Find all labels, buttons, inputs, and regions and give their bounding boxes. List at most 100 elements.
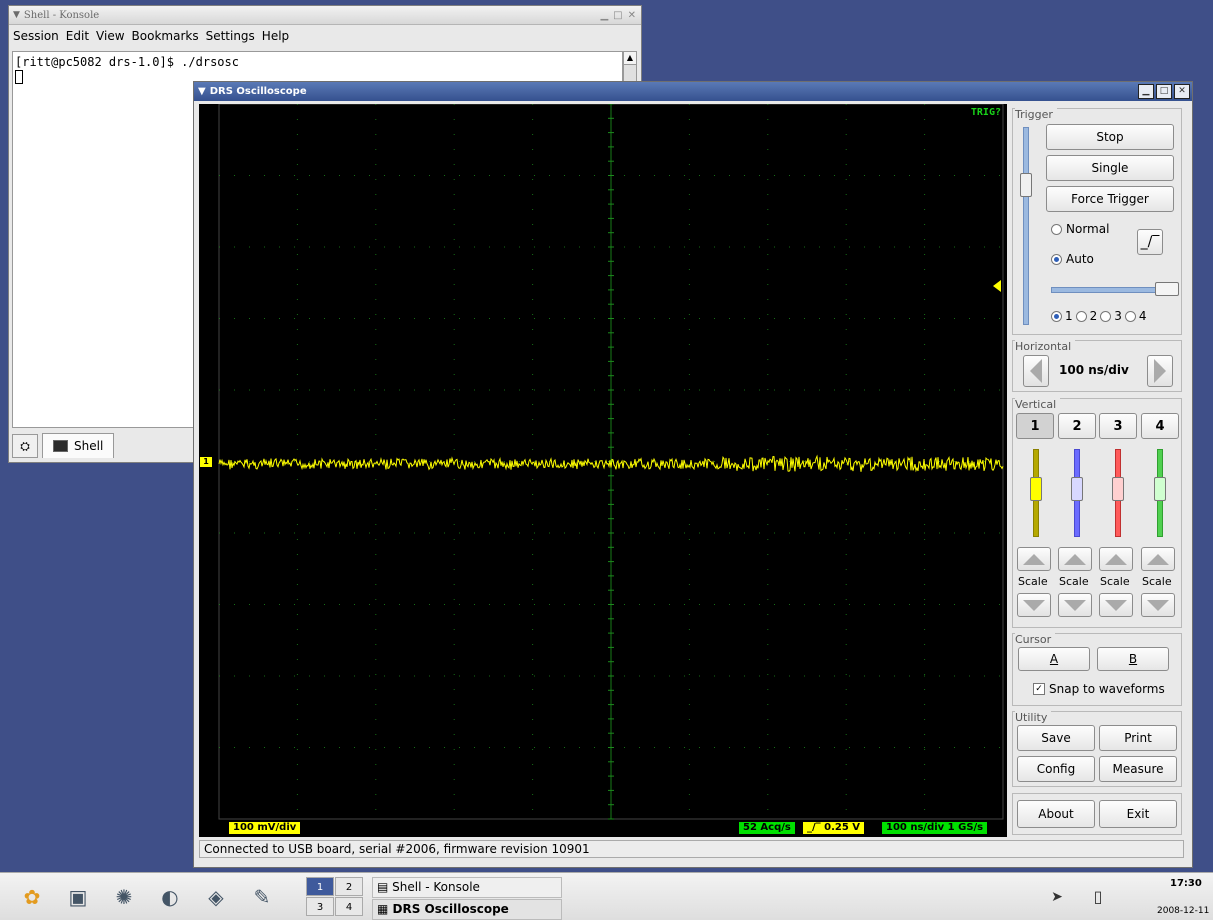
channel-1-offset-thumb[interactable] <box>1030 477 1042 501</box>
konsole-titlebar[interactable]: ▼ Shell - Konsole ▁ □ ✕ <box>9 6 641 25</box>
force-trigger-button[interactable]: Force Trigger <box>1046 186 1174 212</box>
ch2-scale-up-button[interactable] <box>1058 547 1092 571</box>
window-title: Shell - Konsole <box>23 9 100 21</box>
source-radio-3[interactable] <box>1100 310 1112 322</box>
menu-settings[interactable]: Settings <box>205 29 255 43</box>
snap-to-waveforms[interactable]: ✓ Snap to waveforms <box>1033 682 1165 696</box>
single-button[interactable]: Single <box>1046 155 1174 181</box>
exit-button[interactable]: Exit <box>1099 800 1177 828</box>
source-label-2: 2 <box>1089 309 1098 323</box>
scroll-up-icon[interactable]: ▲ <box>624 52 636 65</box>
trigger-slope-button[interactable]: _/‾ <box>1137 229 1163 255</box>
channel-1-button[interactable]: 1 <box>1016 413 1054 439</box>
trigger-position-slider[interactable] <box>1023 127 1029 325</box>
window-menu-icon[interactable]: ▼ <box>13 10 20 20</box>
about-button[interactable]: About <box>1017 800 1095 828</box>
measure-button[interactable]: Measure <box>1099 756 1177 782</box>
menu-edit[interactable]: Edit <box>65 29 90 43</box>
channel-4-button[interactable]: 4 <box>1141 413 1179 439</box>
trigger-level-marker[interactable] <box>993 280 1001 292</box>
web-browser-icon[interactable]: ◐ <box>161 885 179 909</box>
trigger-delay-thumb[interactable] <box>1155 282 1179 296</box>
channel-2-button[interactable]: 2 <box>1058 413 1096 439</box>
desktop-1[interactable]: 1 <box>306 877 334 896</box>
snap-label: Snap to waveforms <box>1049 682 1165 696</box>
trigger-position-thumb[interactable] <box>1020 173 1032 197</box>
source-label-1: 1 <box>1065 309 1073 323</box>
maximize-button[interactable]: □ <box>613 9 623 21</box>
utility-group-title: Utility <box>1015 711 1052 724</box>
menu-session[interactable]: Session <box>13 29 59 43</box>
menu-bookmarks[interactable]: Bookmarks <box>131 29 199 43</box>
close-button[interactable]: ✕ <box>627 9 636 21</box>
ch4-scale-down-button[interactable] <box>1141 593 1175 617</box>
window-title: DRS Oscilloscope <box>209 86 307 97</box>
source-label-3: 3 <box>1114 309 1122 323</box>
channel-3-button[interactable]: 3 <box>1099 413 1137 439</box>
scope-display[interactable]: TRIG? 1 100 mV/div 52 Acq/s _/‾ 0.25 V 1… <box>199 104 1007 837</box>
channel1-offset-marker[interactable]: 1 <box>200 457 212 467</box>
ch3-scale-up-button[interactable] <box>1099 547 1133 571</box>
task-drs-oscilloscope[interactable]: ▦ DRS Oscilloscope <box>372 899 562 920</box>
task-konsole[interactable]: ▤ Shell - Konsole <box>372 877 562 898</box>
config-button[interactable]: Config <box>1017 756 1095 782</box>
office-suite-icon[interactable]: ✎ <box>253 885 271 909</box>
trigger-status: TRIG? <box>970 107 1001 118</box>
tab-shell[interactable]: Shell <box>42 433 115 458</box>
ch1-scale-up-button[interactable] <box>1017 547 1051 571</box>
trigger-mode-normal[interactable]: Normal <box>1051 222 1109 236</box>
desktop-4[interactable]: 4 <box>335 897 363 916</box>
channel-4-offset-thumb[interactable] <box>1154 477 1166 501</box>
show-desktop-icon[interactable]: ▣ <box>68 885 88 909</box>
menu-help[interactable]: Help <box>261 29 290 43</box>
kde-menu-icon[interactable]: ✿ <box>23 885 41 909</box>
window-menu-icon[interactable]: ▼ <box>198 86 206 97</box>
source-radio-2[interactable] <box>1075 310 1087 322</box>
timebase-value: 100 ns/div <box>1059 363 1129 377</box>
clipboard-icon[interactable]: ▯ <box>1093 887 1103 906</box>
source-radio-1[interactable] <box>1051 310 1062 322</box>
home-folder-icon[interactable]: ◈ <box>208 885 224 909</box>
drs-window[interactable]: ▼ DRS Oscilloscope ▁ □ ✕ TRIG? 1 100 mV/… <box>193 81 1193 868</box>
ch4-scale-up-button[interactable] <box>1141 547 1175 571</box>
channel-2-offset-thumb[interactable] <box>1071 477 1083 501</box>
source-label-4: 4 <box>1138 309 1147 323</box>
down-arrow-icon <box>1023 599 1045 611</box>
new-session-button[interactable]: ⛭ <box>12 434 38 458</box>
stop-button[interactable]: Stop <box>1046 124 1174 150</box>
trigger-source-group: 1 2 3 4 <box>1051 309 1147 323</box>
source-radio-4[interactable] <box>1124 310 1136 322</box>
vertical-group-title: Vertical <box>1015 398 1061 411</box>
timebase-decrease-button[interactable] <box>1023 355 1049 387</box>
minimize-button[interactable]: ▁ <box>1138 84 1154 99</box>
desktop-3[interactable]: 3 <box>306 897 334 916</box>
clock-date[interactable]: 2008-12-11 <box>1157 906 1210 916</box>
radio-auto[interactable] <box>1051 253 1062 265</box>
maximize-button[interactable]: □ <box>1156 84 1172 99</box>
clock-time[interactable]: 17:30 <box>1170 878 1202 889</box>
cursor-a-button[interactable]: A <box>1018 647 1090 671</box>
about-exit-group: About Exit <box>1012 793 1182 835</box>
print-button[interactable]: Print <box>1099 725 1177 751</box>
radio-normal[interactable] <box>1051 223 1062 235</box>
ch3-scale-down-button[interactable] <box>1099 593 1133 617</box>
trigger-mode-auto[interactable]: Auto <box>1051 252 1094 266</box>
drs-titlebar[interactable]: ▼ DRS Oscilloscope ▁ □ ✕ <box>194 82 1192 101</box>
help-lifebuoy-icon[interactable]: ✺ <box>115 885 133 909</box>
ch2-scale-down-button[interactable] <box>1058 593 1092 617</box>
menu-view[interactable]: View <box>96 29 125 43</box>
close-button[interactable]: ✕ <box>1174 84 1190 99</box>
channel-3-offset-thumb[interactable] <box>1112 477 1124 501</box>
ch1-scale-down-button[interactable] <box>1017 593 1051 617</box>
trigger-delay-slider[interactable] <box>1051 287 1163 293</box>
cursor-b-button[interactable]: B <box>1097 647 1169 671</box>
terminal-icon <box>53 440 68 452</box>
timebase-increase-button[interactable] <box>1147 355 1173 387</box>
down-arrow-icon <box>1147 599 1169 611</box>
snap-checkbox[interactable]: ✓ <box>1033 683 1045 695</box>
save-button[interactable]: Save <box>1017 725 1095 751</box>
desktop-2[interactable]: 2 <box>335 877 363 896</box>
terminal-icon: ▤ <box>377 880 389 894</box>
oscilloscope-icon: ▦ <box>377 902 389 916</box>
minimize-button[interactable]: ▁ <box>600 9 609 21</box>
